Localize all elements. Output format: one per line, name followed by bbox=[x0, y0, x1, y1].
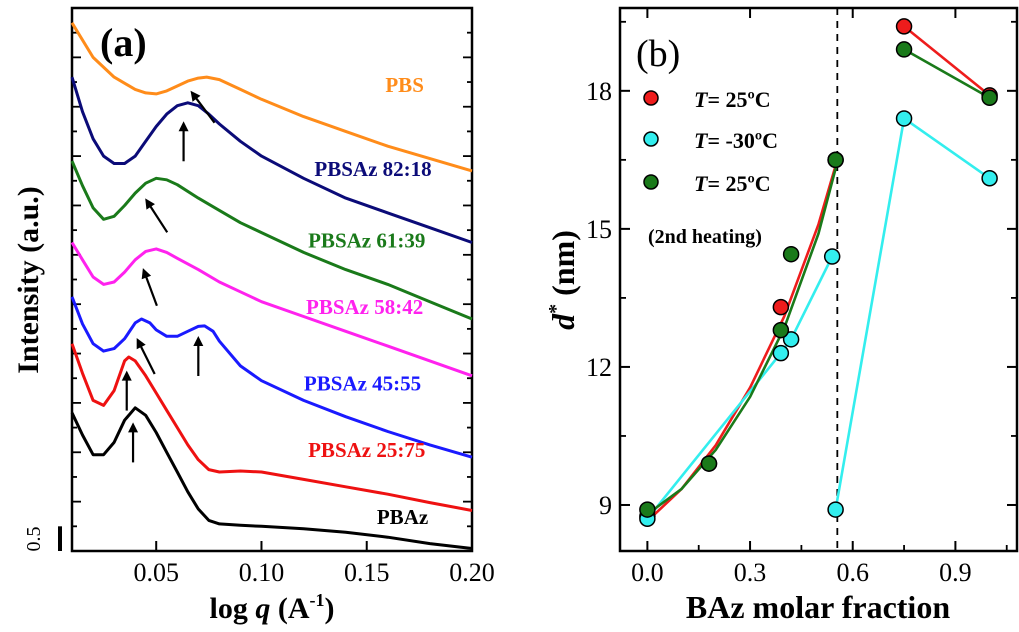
x-tick-label: 0.15 bbox=[344, 558, 390, 587]
data-point bbox=[700, 455, 718, 472]
x-tick-label: 0.0 bbox=[631, 558, 664, 587]
series-line bbox=[646, 161, 839, 516]
panel-b-domain-spacing: 0.0 0.3 0.6 0.9 9 12 15 18 (b) T= 25ºC T= -30ºC… bbox=[545, 6, 1019, 625]
legend-marker-red bbox=[643, 90, 659, 106]
curve-pbaz bbox=[70, 406, 473, 550]
curve-pbsaz-45-55 bbox=[70, 296, 473, 459]
y-tick-label: 15 bbox=[586, 215, 612, 244]
peak-arrow bbox=[136, 338, 156, 375]
y-tick-label: 18 bbox=[586, 77, 612, 106]
panel-a-intensity-profiles: 0.05 0.10 0.15 0.20 PBS PBSAz 82:18 PBSAz 61:… bbox=[12, 6, 495, 625]
series-line bbox=[903, 25, 991, 97]
panel-a-ylabel: Intensity (a.u.) bbox=[12, 186, 45, 374]
legend-marker-green bbox=[643, 174, 659, 190]
x-tick-label: 0.10 bbox=[239, 558, 285, 587]
x-tick-label: 0.05 bbox=[133, 558, 179, 587]
data-point bbox=[827, 501, 844, 518]
x-tick-label: 0.6 bbox=[836, 558, 869, 587]
panel-a-arrows bbox=[121, 90, 216, 463]
series-line bbox=[646, 159, 839, 523]
panel-b-plot-frame bbox=[618, 6, 1019, 553]
data-point bbox=[782, 331, 800, 348]
legend-entry-green: T= 25ºC bbox=[694, 171, 771, 196]
x-tick-label: 0.3 bbox=[734, 558, 767, 587]
x-tick-label: 0.20 bbox=[449, 558, 495, 587]
legend-note: (2nd heating) bbox=[648, 226, 762, 248]
peak-arrow bbox=[193, 336, 204, 377]
legend-entry-red: T= 25ºC bbox=[694, 87, 771, 112]
panel-b-ylabel: d* (nm) bbox=[545, 230, 581, 330]
panel-a-curves bbox=[70, 22, 473, 550]
peak-arrow bbox=[121, 370, 132, 411]
data-point bbox=[981, 170, 998, 187]
panel-b-xlabel: BAz molar fraction bbox=[686, 589, 950, 625]
y-tick-label: 9 bbox=[599, 491, 612, 520]
peak-arrow bbox=[141, 268, 158, 307]
series-label: PBSAz 61:39 bbox=[308, 228, 425, 252]
data-point bbox=[782, 245, 800, 263]
panel-a-series-labels: PBS PBSAz 82:18 PBSAz 61:39 PBSAz 58:42 PBSA… bbox=[304, 73, 432, 529]
curve-pbs bbox=[70, 22, 473, 173]
data-point bbox=[772, 298, 790, 316]
data-point bbox=[895, 110, 913, 127]
data-point bbox=[772, 344, 790, 362]
legend-entry-cyan: T= -30ºC bbox=[694, 128, 778, 153]
series-line bbox=[834, 117, 991, 510]
legend-marker-cyan bbox=[643, 131, 659, 147]
y-tick-label: 12 bbox=[586, 353, 612, 382]
series-label: PBAz bbox=[377, 505, 428, 529]
data-point bbox=[981, 89, 998, 106]
data-point bbox=[827, 151, 844, 169]
panel-b-tick-marks: 0.0 0.3 0.6 0.9 9 12 15 18 bbox=[586, 8, 1017, 587]
curve-pbsaz-61-39 bbox=[70, 160, 473, 321]
panel-a-scale-bar: 0.5 bbox=[23, 526, 62, 552]
curve-pbsaz-58-42 bbox=[70, 241, 473, 378]
series-label: PBSAz 45:55 bbox=[304, 372, 421, 396]
peak-arrow bbox=[145, 198, 169, 233]
series-label: PBSAz 25:75 bbox=[308, 438, 425, 462]
curve-pbsaz-25-75 bbox=[70, 343, 473, 512]
panel-a-label: (a) bbox=[100, 20, 147, 65]
curve-pbsaz-82-18 bbox=[70, 76, 473, 244]
data-point bbox=[895, 18, 913, 35]
panel-a-tick-marks: 0.05 0.10 0.15 0.20 bbox=[72, 31, 495, 587]
panel-a-xlabel: log q (A-1) bbox=[210, 590, 335, 625]
data-point bbox=[772, 321, 790, 339]
series-label: PBSAz 82:18 bbox=[314, 157, 431, 181]
peak-arrow bbox=[190, 90, 216, 124]
panel-b-label: (b) bbox=[636, 33, 680, 75]
data-point bbox=[639, 501, 656, 518]
panel-b-legend: T= 25ºC T= -30ºC T= 25ºC (2nd heating) bbox=[643, 87, 778, 248]
series-label: PBS bbox=[385, 73, 424, 97]
data-point bbox=[823, 248, 841, 265]
x-tick-label: 0.9 bbox=[939, 558, 972, 587]
series-label: PBSAz 58:42 bbox=[306, 295, 423, 319]
data-point bbox=[895, 41, 913, 58]
panel-b-markers bbox=[639, 18, 998, 528]
scale-bar-label: 0.5 bbox=[23, 527, 45, 552]
series-line bbox=[903, 48, 991, 99]
series-line bbox=[646, 255, 834, 520]
peak-arrow bbox=[128, 422, 139, 463]
peak-arrow bbox=[178, 121, 189, 162]
